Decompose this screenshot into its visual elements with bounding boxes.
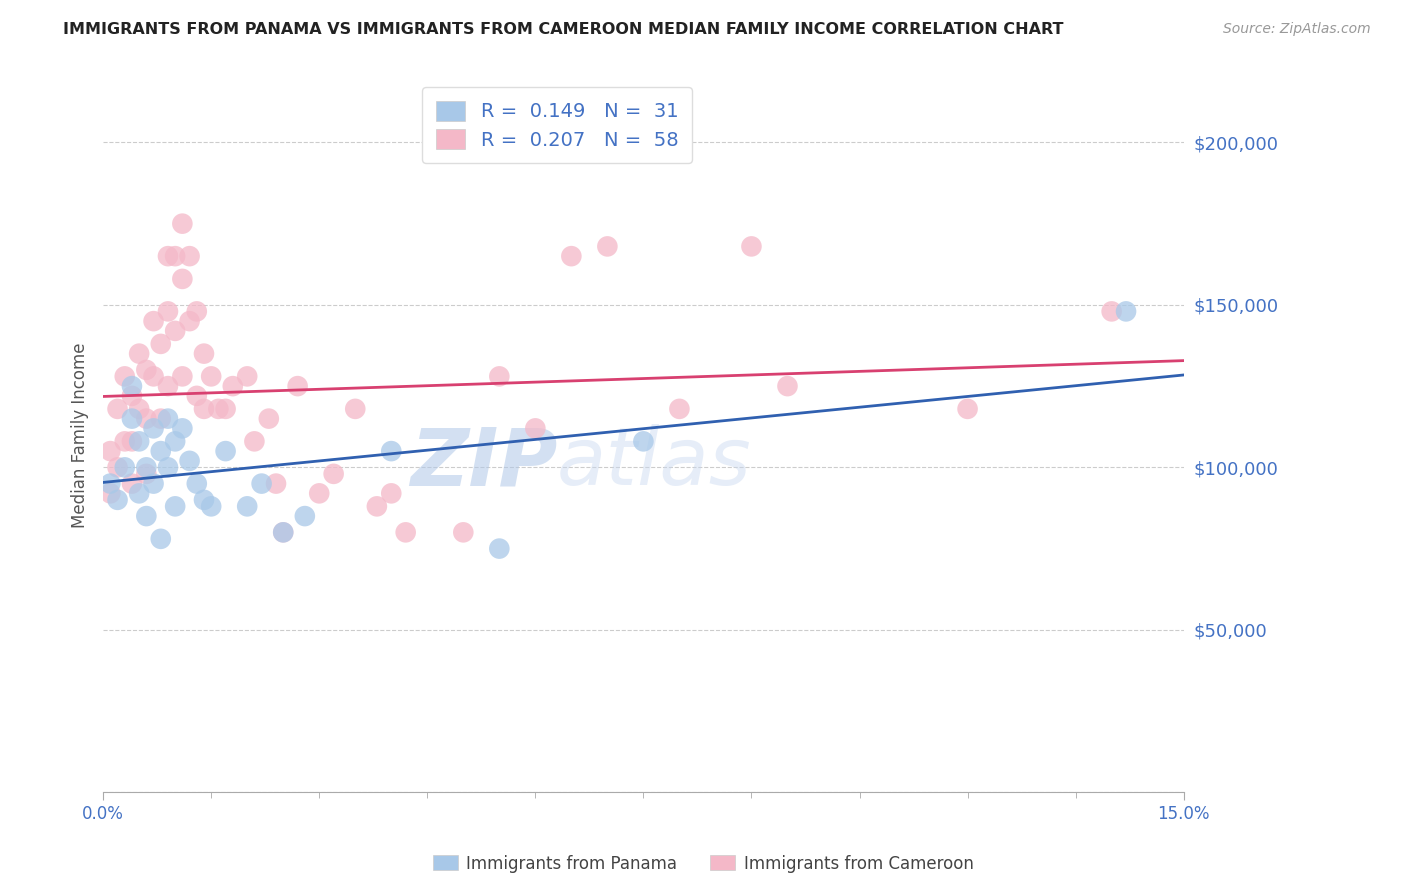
Point [186, 476, 208, 491]
Point [271, 525, 294, 540]
Point [121, 389, 143, 403]
Point [135, 509, 157, 524]
Point [236, 500, 259, 514]
Point [380, 486, 402, 500]
Point [128, 486, 150, 500]
Point [121, 434, 143, 449]
Point [560, 249, 582, 263]
Point [214, 444, 236, 458]
Point [186, 304, 208, 318]
Point [207, 401, 229, 416]
Point [98, 444, 121, 458]
Point [156, 411, 179, 425]
Point [214, 401, 236, 416]
Point [135, 363, 157, 377]
Point [128, 434, 150, 449]
Point [243, 434, 266, 449]
Point [193, 492, 215, 507]
Point [344, 401, 367, 416]
Point [156, 304, 179, 318]
Point [193, 346, 215, 360]
Point [107, 492, 129, 507]
Point [257, 411, 280, 425]
Point [633, 434, 655, 449]
Legend: R =  0.149   N =  31, R =  0.207   N =  58: R = 0.149 N = 31, R = 0.207 N = 58 [422, 87, 692, 163]
Point [488, 541, 510, 556]
Point [142, 369, 165, 384]
Point [121, 476, 143, 491]
Point [366, 500, 388, 514]
Point [776, 379, 799, 393]
Point [142, 314, 165, 328]
Point [287, 379, 309, 393]
Point [149, 411, 172, 425]
Point [128, 401, 150, 416]
Point [179, 314, 201, 328]
Point [488, 369, 510, 384]
Point [172, 217, 194, 231]
Point [98, 486, 121, 500]
Point [165, 500, 187, 514]
Point [114, 369, 136, 384]
Point [264, 476, 287, 491]
Point [380, 444, 402, 458]
Point [200, 500, 222, 514]
Point [165, 249, 187, 263]
Point [179, 454, 201, 468]
Point [322, 467, 344, 481]
Y-axis label: Median Family Income: Median Family Income [72, 343, 89, 527]
Point [142, 421, 165, 435]
Point [135, 460, 157, 475]
Point [668, 401, 690, 416]
Point [172, 369, 194, 384]
Point [200, 369, 222, 384]
Point [308, 486, 330, 500]
Point [149, 337, 172, 351]
Point [596, 239, 619, 253]
Point [142, 476, 165, 491]
Point [156, 460, 179, 475]
Point [172, 272, 194, 286]
Point [179, 249, 201, 263]
Point [107, 401, 129, 416]
Point [453, 525, 475, 540]
Point [271, 525, 294, 540]
Text: atlas: atlas [557, 425, 752, 502]
Point [98, 476, 121, 491]
Point [121, 379, 143, 393]
Point [165, 324, 187, 338]
Text: IMMIGRANTS FROM PANAMA VS IMMIGRANTS FROM CAMEROON MEDIAN FAMILY INCOME CORRELAT: IMMIGRANTS FROM PANAMA VS IMMIGRANTS FRO… [63, 22, 1064, 37]
Point [149, 444, 172, 458]
Point [1101, 304, 1123, 318]
Point [186, 389, 208, 403]
Point [114, 460, 136, 475]
Point [121, 411, 143, 425]
Point [222, 379, 245, 393]
Point [135, 467, 157, 481]
Point [128, 346, 150, 360]
Point [294, 509, 316, 524]
Point [156, 249, 179, 263]
Point [1115, 304, 1137, 318]
Point [156, 379, 179, 393]
Legend: Immigrants from Panama, Immigrants from Cameroon: Immigrants from Panama, Immigrants from … [426, 848, 980, 880]
Point [149, 532, 172, 546]
Point [236, 369, 259, 384]
Point [956, 401, 979, 416]
Point [114, 434, 136, 449]
Point [395, 525, 418, 540]
Point [135, 411, 157, 425]
Point [524, 421, 547, 435]
Point [107, 460, 129, 475]
Point [165, 434, 187, 449]
Point [172, 421, 194, 435]
Text: Source: ZipAtlas.com: Source: ZipAtlas.com [1223, 22, 1371, 37]
Point [193, 401, 215, 416]
Point [740, 239, 762, 253]
Point [250, 476, 273, 491]
Text: ZIP: ZIP [409, 425, 557, 502]
